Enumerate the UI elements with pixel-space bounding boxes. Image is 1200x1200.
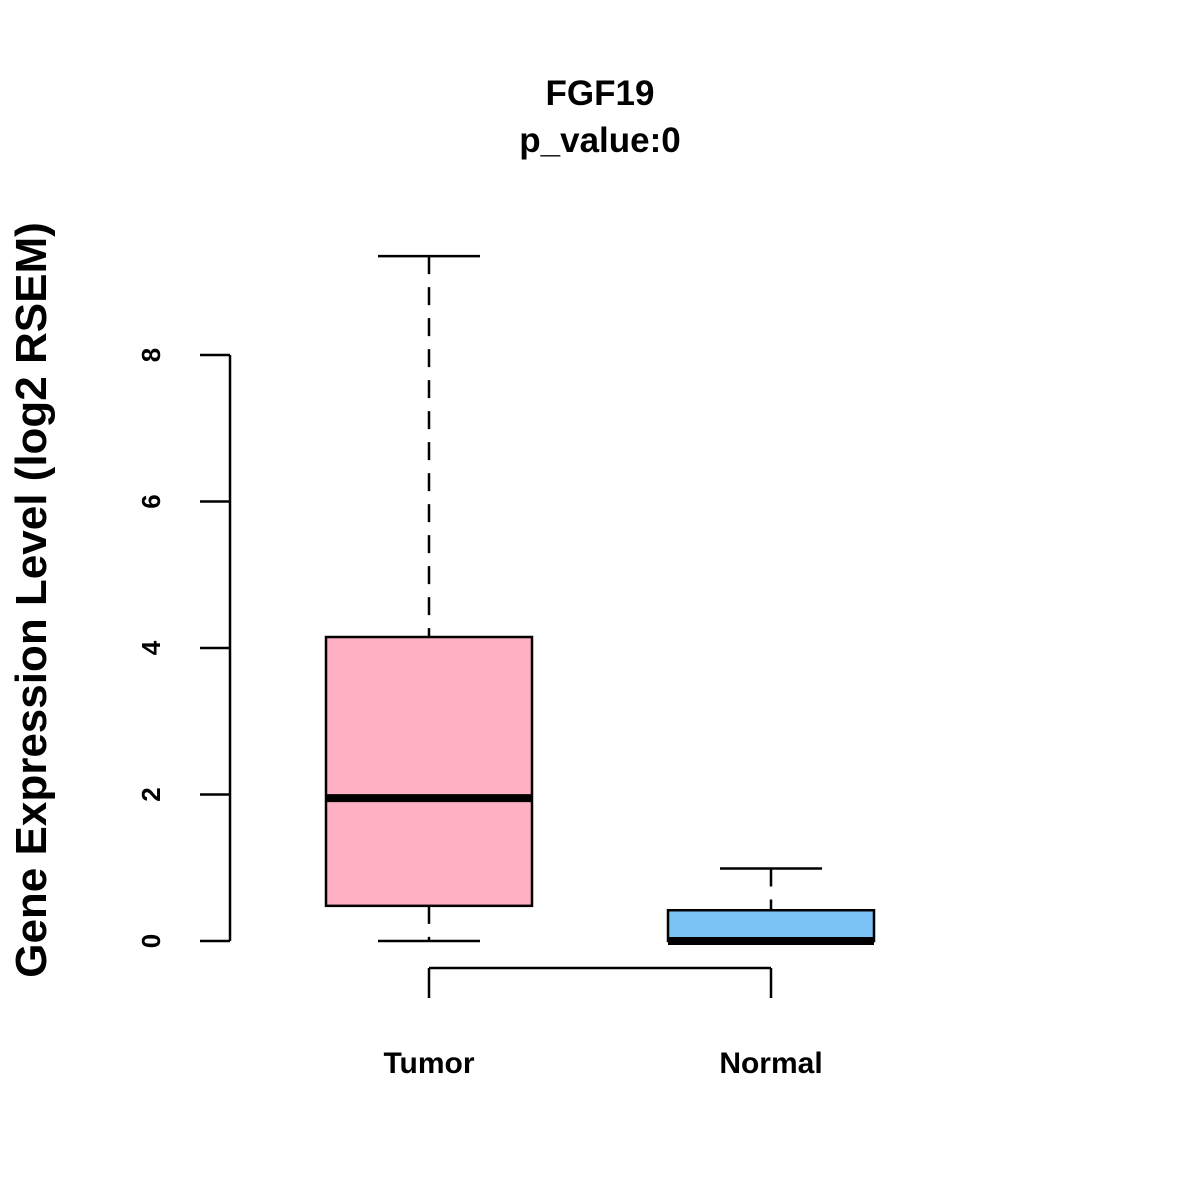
y-axis: 0 2 4 6 8 [136,348,232,948]
box-normal [666,867,876,945]
chart-subtitle: p_value:0 [519,121,680,160]
box-body [324,635,534,908]
y-tick-label-3: 6 [136,494,166,508]
y-tick-label-1: 2 [136,787,166,801]
x-tick-label-1: Normal [719,1047,822,1080]
box-body [666,908,876,943]
y-tick-label-0: 0 [136,934,166,948]
box-tumor [324,254,534,943]
chart-title: FGF19 [546,74,655,113]
boxes-layer [324,254,876,945]
y-tick-label-4: 8 [136,348,166,362]
x-tick-label-0: Tumor [383,1047,474,1080]
x-axis: Tumor Normal [383,966,823,1080]
y-axis-label: Gene Expression Level (log2 RSEM) [7,222,56,978]
y-tick-label-2: 4 [136,640,166,655]
